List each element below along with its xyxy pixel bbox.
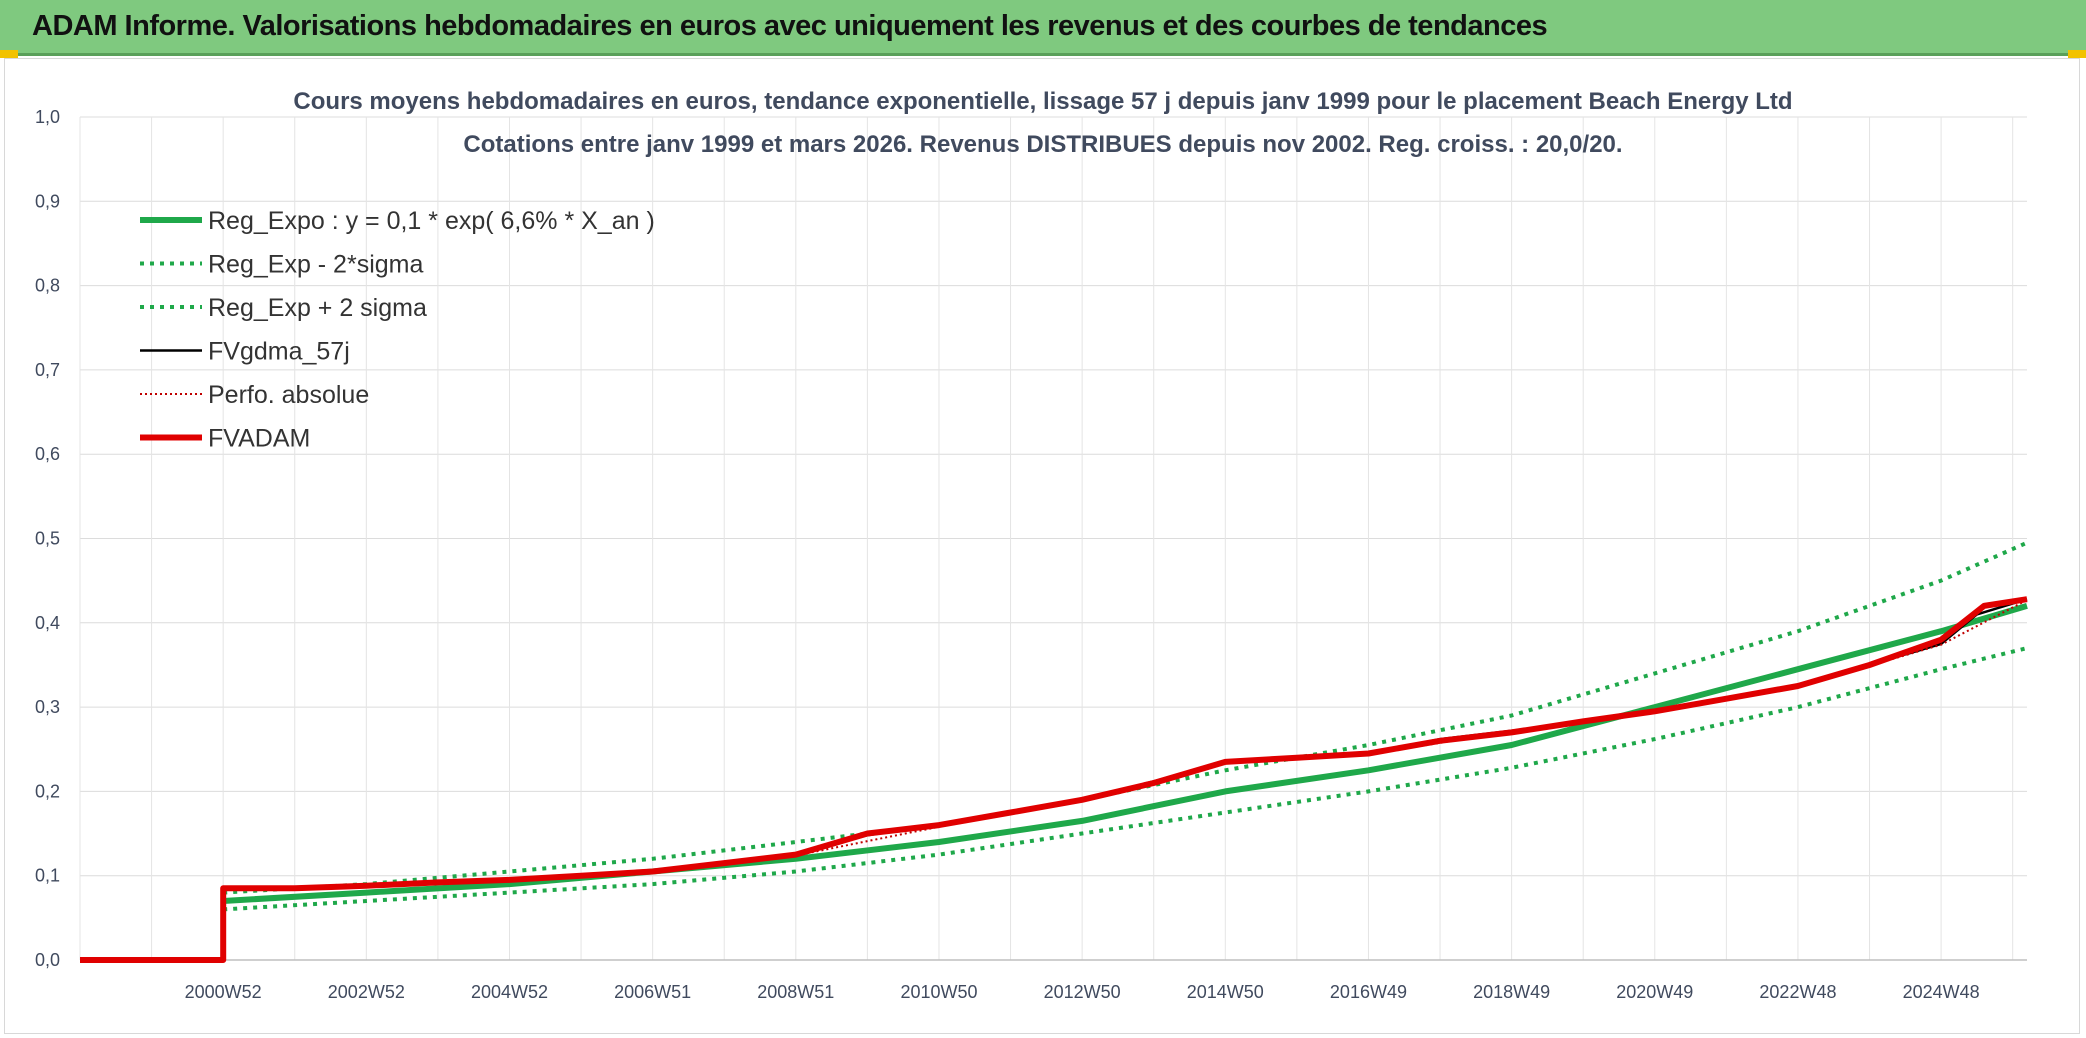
x-tick-label: 2004W52 xyxy=(471,982,548,1002)
y-tick-label: 0,7 xyxy=(35,360,60,380)
series-line-1 xyxy=(223,646,2028,912)
y-axis: 0,0 0,1 0,2 0,3 0,4 0,5 0,6 0,7 0,8 0,9 1,0 xyxy=(35,107,60,970)
y-tick-label: 0,3 xyxy=(35,697,60,717)
series-line-4 xyxy=(80,599,2028,961)
series-line-5 xyxy=(80,596,2028,963)
x-axis: 2000W52 2002W52 2004W52 2006W51 2008W51 2010W… xyxy=(185,982,1980,1002)
y-tick-label: 0,5 xyxy=(35,529,60,549)
x-tick-label: 2016W49 xyxy=(1330,982,1407,1002)
y-tick-label: 0,6 xyxy=(35,444,60,464)
legend-label: FVADAM xyxy=(208,425,310,453)
chart-title-line2: Cotations entre janv 1999 et mars 2026. … xyxy=(463,131,1622,158)
chart-frame xyxy=(4,58,2080,1034)
y-tick-label: 0,1 xyxy=(35,866,60,886)
x-tick-label: 2010W50 xyxy=(900,982,977,1002)
x-tick-label: 2018W49 xyxy=(1473,982,1550,1002)
x-tick-label: 2002W52 xyxy=(328,982,405,1002)
y-tick-label: 0,0 xyxy=(35,950,60,970)
x-tick-label: 2014W50 xyxy=(1187,982,1264,1002)
chart-title-line1: Cours moyens hebdomadaires en euros, ten… xyxy=(293,88,1792,115)
legend-label: Reg_Exp + 2 sigma xyxy=(208,294,427,322)
x-tick-label: 2022W48 xyxy=(1759,982,1836,1002)
legend-label: Reg_Expo : y = 0,1 * exp( 6,6% * X_an ) xyxy=(208,207,655,235)
y-tick-label: 1,0 xyxy=(35,107,60,127)
legend-label: Perfo. absolue xyxy=(208,381,369,409)
grid xyxy=(79,116,2027,961)
banner: ADAM Informe. Valorisations hebdomadaire… xyxy=(0,0,2086,58)
legend-label: FVgdma_57j xyxy=(208,338,350,366)
legend: Reg_Expo : y = 0,1 * exp( 6,6% * X_an ) R… xyxy=(140,207,655,453)
series xyxy=(80,540,2028,963)
y-tick-label: 0,2 xyxy=(35,781,60,801)
y-tick-label: 0,4 xyxy=(35,613,60,633)
series-line-3 xyxy=(80,598,2028,962)
legend-label: Reg_Exp - 2*sigma xyxy=(208,251,423,279)
x-tick-label: 2000W52 xyxy=(185,982,262,1002)
x-tick-label: 2006W51 xyxy=(614,982,691,1002)
y-tick-label: 0,8 xyxy=(35,276,60,296)
x-tick-label: 2012W50 xyxy=(1044,982,1121,1002)
series-line-0 xyxy=(223,603,2028,904)
x-tick-label: 2008W51 xyxy=(757,982,834,1002)
banner-title: ADAM Informe. Valorisations hebdomadaire… xyxy=(32,10,1548,42)
y-tick-label: 0,9 xyxy=(35,191,60,211)
series-line-2 xyxy=(223,540,2028,895)
x-tick-label: 2024W48 xyxy=(1903,982,1980,1002)
banner-corner-left xyxy=(0,50,18,58)
x-tick-label: 2020W49 xyxy=(1616,982,1693,1002)
banner-corner-right xyxy=(2068,50,2086,58)
